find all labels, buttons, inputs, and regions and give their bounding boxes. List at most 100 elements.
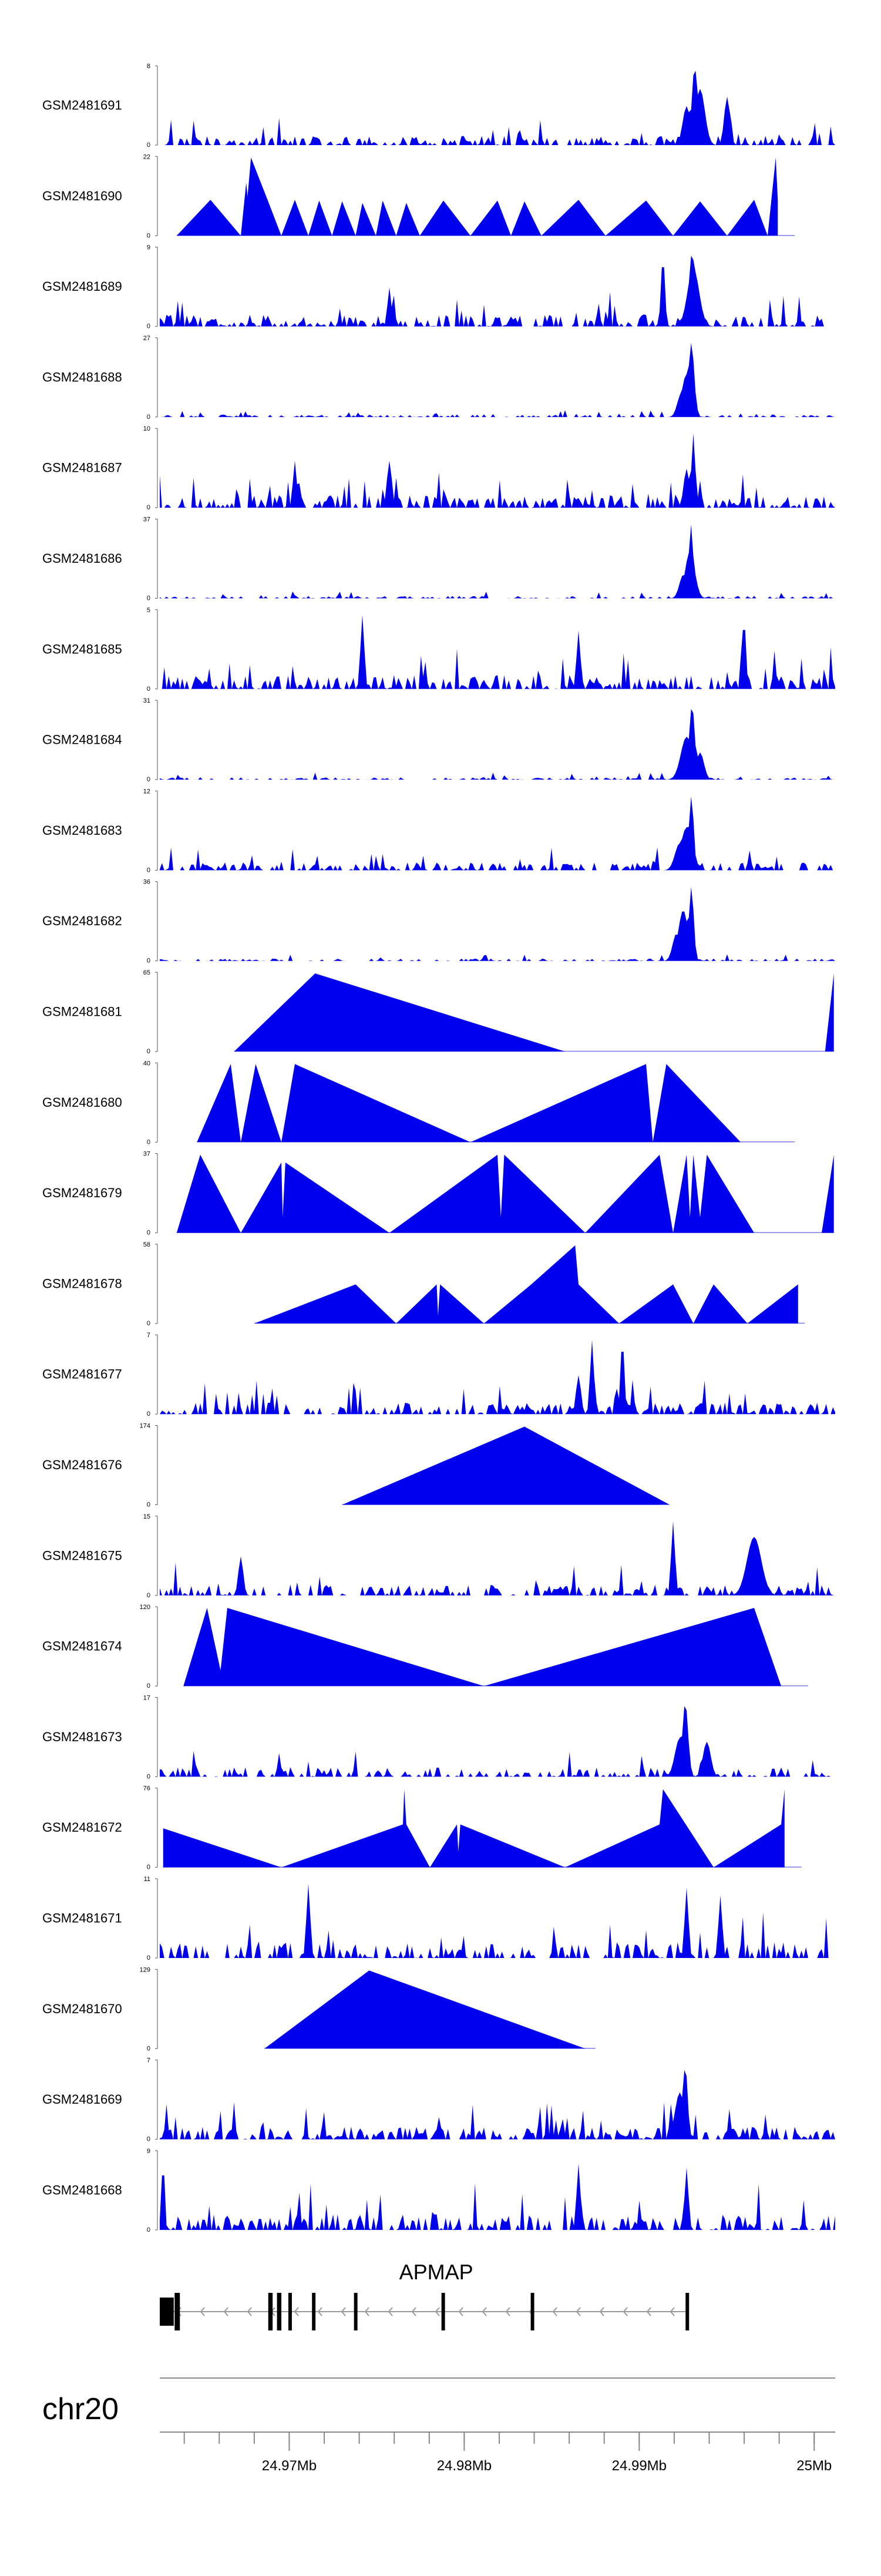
strand-arrow — [223, 2307, 228, 2316]
gene-track: APMAP — [160, 2260, 690, 2330]
y-max-label: 174 — [140, 1423, 150, 1430]
y-min-label: 0 — [147, 1773, 150, 1780]
coverage-area — [160, 1339, 835, 1415]
exon — [685, 2293, 690, 2330]
y-max-label: 40 — [143, 1060, 150, 1067]
y-max-label: 36 — [143, 879, 150, 886]
coverage-area — [197, 1064, 741, 1143]
coverage-area — [160, 614, 835, 689]
y-max-label: 58 — [143, 1241, 150, 1248]
strand-arrow — [623, 2307, 628, 2316]
strand-arrow — [458, 2307, 463, 2316]
track-label: GSM2481670 — [42, 2001, 122, 2016]
track-label: GSM2481681 — [42, 1005, 122, 1019]
y-min-label: 0 — [147, 1320, 150, 1327]
coverage-area — [160, 1883, 835, 1958]
strand-arrow — [294, 2307, 299, 2316]
strand-arrow — [576, 2307, 581, 2316]
y-min-label: 0 — [147, 776, 150, 783]
chromosome-label: chr20 — [42, 2392, 119, 2426]
exon — [354, 2293, 358, 2330]
exon — [268, 2293, 273, 2330]
y-max-label: 11 — [144, 1876, 150, 1883]
y-min-label: 0 — [147, 866, 150, 874]
coverage-area — [160, 433, 835, 508]
y-max-label: 22 — [143, 153, 150, 160]
coverage-track: GSM2481677 7 0 — [42, 1332, 835, 1418]
y-max-label: 9 — [147, 2148, 150, 2155]
y-min-label: 0 — [147, 414, 150, 421]
track-label: GSM2481672 — [42, 1820, 122, 1835]
strand-arrow — [670, 2307, 675, 2316]
coverage-track: GSM2481675 15 0 — [42, 1513, 835, 1599]
y-min-label: 0 — [147, 1954, 150, 1962]
track-label: GSM2481671 — [42, 1911, 122, 1926]
coverage-track: GSM2481670 129 0 — [42, 1966, 596, 2052]
exon — [160, 2298, 174, 2326]
y-max-label: 65 — [143, 969, 150, 976]
track-label: GSM2481679 — [42, 1185, 122, 1200]
track-label: GSM2481678 — [42, 1276, 122, 1291]
strand-arrow — [388, 2307, 393, 2316]
strand-arrow — [482, 2307, 487, 2316]
y-max-label: 10 — [143, 425, 150, 432]
y-min-label: 0 — [147, 2226, 150, 2234]
coverage-track: GSM2481682 36 0 — [42, 879, 835, 965]
track-label: GSM2481669 — [42, 2092, 122, 2107]
track-label: GSM2481686 — [42, 551, 122, 566]
y-min-label: 0 — [147, 504, 150, 511]
y-min-label: 0 — [147, 1864, 150, 1871]
y-min-label: 0 — [147, 323, 150, 330]
coverage-track: GSM2481688 27 0 — [42, 335, 835, 421]
coverage-area — [160, 796, 835, 871]
y-max-label: 31 — [143, 697, 150, 704]
axis-tick-label: 24.98Mb — [437, 2458, 492, 2474]
track-label: GSM2481680 — [42, 1095, 122, 1110]
track-label: GSM2481685 — [42, 642, 122, 656]
strand-arrow — [435, 2307, 440, 2316]
coverage-area — [160, 1706, 835, 1777]
exon — [312, 2293, 316, 2330]
coverage-track: GSM2481671 11 0 — [42, 1876, 835, 1962]
y-min-label: 0 — [147, 1230, 150, 1237]
coverage-area — [160, 708, 835, 780]
coverage-track: GSM2481685 5 0 — [42, 607, 835, 693]
y-min-label: 0 — [147, 1138, 150, 1146]
coverage-track: GSM2481686 37 0 — [42, 516, 835, 602]
y-max-label: 12 — [143, 788, 150, 795]
coverage-area — [254, 1245, 798, 1324]
coverage-area — [160, 1521, 835, 1596]
track-label: GSM2481689 — [42, 279, 122, 294]
y-max-label: 7 — [147, 2057, 150, 2064]
track-label: GSM2481690 — [42, 189, 122, 203]
coverage-area — [183, 1608, 781, 1687]
y-max-label: 7 — [147, 1332, 150, 1339]
y-max-label: 27 — [143, 335, 150, 342]
track-label: GSM2481683 — [42, 823, 122, 838]
coverage-track: GSM2481691 8 0 — [42, 63, 835, 149]
y-min-label: 0 — [147, 1502, 150, 1509]
y-max-label: 120 — [140, 1604, 150, 1611]
track-label: GSM2481674 — [42, 1639, 122, 1654]
y-max-label: 129 — [140, 1966, 150, 1973]
coverage-area — [176, 1154, 834, 1233]
coverage-area — [160, 2070, 835, 2140]
track-label: GSM2481682 — [42, 913, 122, 928]
y-min-label: 0 — [147, 1682, 150, 1690]
coverage-area — [176, 157, 778, 236]
strand-arrow — [411, 2307, 416, 2316]
y-min-label: 0 — [147, 1048, 150, 1055]
y-min-label: 0 — [147, 958, 150, 965]
y-max-label: 37 — [143, 1151, 150, 1158]
coverage-track: GSM2481687 10 0 — [42, 425, 835, 511]
coverage-track: GSM2481673 17 0 — [42, 1694, 835, 1780]
track-label: GSM2481675 — [42, 1548, 122, 1563]
y-min-label: 0 — [147, 142, 150, 149]
strand-arrow — [317, 2307, 322, 2316]
y-min-label: 0 — [147, 1592, 150, 1599]
exon — [441, 2293, 445, 2330]
track-label: GSM2481687 — [42, 461, 122, 475]
y-min-label: 0 — [147, 2045, 150, 2052]
axis-tick-label: 24.97Mb — [262, 2458, 317, 2474]
